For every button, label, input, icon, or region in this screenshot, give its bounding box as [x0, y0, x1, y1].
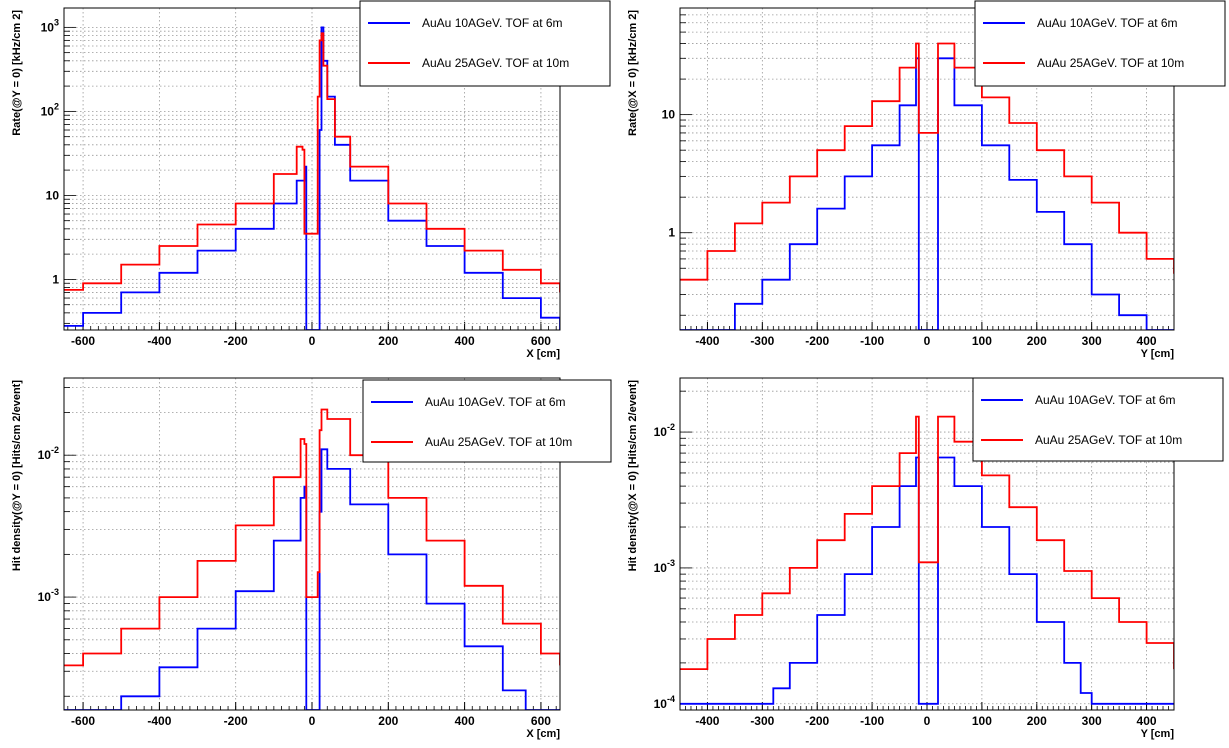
y-tick-label: 10-2 [654, 422, 675, 439]
series-line-auau-10agev [680, 456, 1174, 705]
x-tick-label: 0 [309, 334, 316, 348]
x-tick-label: 200 [1027, 714, 1047, 728]
x-tick-label: -100 [860, 714, 884, 728]
y-tick-label: 10-4 [654, 694, 675, 711]
legend-entry: AuAu 25AGeV. TOF at 10m [425, 435, 572, 449]
x-tick-label: 100 [972, 334, 992, 348]
plot-frame [679, 377, 1175, 711]
x-tick-label: -200 [805, 334, 829, 348]
x-tick-label: 100 [972, 714, 992, 728]
x-tick-label: 0 [309, 714, 316, 728]
chart-panel-bottom-left: -600 -400 -200 0 200 400 600 10-3 10-2 X [cm] Hit … [11, 377, 612, 740]
series-line-auau-10agev [680, 57, 1174, 330]
series-line-auau-25agev [680, 415, 1174, 670]
x-tick-label: -100 [860, 334, 884, 348]
x-tick-label: 200 [378, 714, 398, 728]
series-line-auau-10agev [64, 448, 560, 710]
x-tick-label: -300 [750, 334, 774, 348]
x-axis-title: Y [cm] [1141, 728, 1175, 740]
legend-box [972, 377, 1224, 462]
y-tick-label: 1 [668, 226, 675, 240]
x-tick-label: -400 [695, 714, 719, 728]
x-tick-label: -200 [224, 334, 248, 348]
y-tick-label: 10-2 [38, 445, 59, 462]
x-axis-title: Y [cm] [1141, 348, 1175, 360]
x-tick-label: 400 [1137, 334, 1157, 348]
y-axis-title: Hit density(@Y = 0) [Hits/cm 2/event] [11, 380, 23, 571]
x-tick-label: -200 [805, 714, 829, 728]
legend-entry: AuAu 10AGeV. TOF at 6m [1037, 16, 1178, 30]
y-tick-label: 102 [41, 101, 59, 118]
legend-entry: AuAu 25AGeV. TOF at 10m [422, 56, 569, 70]
x-tick-label: 400 [1137, 714, 1157, 728]
series-line-auau-25agev [680, 42, 1174, 281]
x-tick-label: 400 [455, 714, 475, 728]
legend-entry: AuAu 10AGeV. TOF at 6m [1035, 393, 1176, 407]
chart-panel-top-right: -400 -300 -200 -100 0 100 200 300 400 1 10 Y [cm] Ra… [627, 0, 1226, 360]
legend-entry: AuAu 10AGeV. TOF at 6m [422, 16, 563, 30]
x-axis-title: X [cm] [526, 348, 560, 360]
legend-entry: AuAu 10AGeV. TOF at 6m [425, 395, 566, 409]
plot-frame [63, 7, 561, 331]
legend-box [359, 0, 611, 87]
series-line-auau-10agev [64, 26, 560, 330]
legend-box [362, 379, 612, 463]
legend: AuAu 10AGeV. TOF at 6m AuAu 25AGeV. TOF a… [362, 379, 612, 463]
x-tick-label: 0 [924, 334, 931, 348]
y-tick-label: 1 [52, 272, 59, 286]
x-tick-label: -400 [695, 334, 719, 348]
legend-entry: AuAu 25AGeV. TOF at 10m [1035, 433, 1182, 447]
plot-frame [679, 7, 1175, 331]
legend: AuAu 10AGeV. TOF at 6m AuAu 25AGeV. TOF a… [972, 377, 1224, 462]
x-tick-label: 200 [378, 334, 398, 348]
legend-box [974, 0, 1226, 87]
y-tick-label: 10-3 [38, 587, 59, 604]
x-tick-label: -300 [750, 714, 774, 728]
x-tick-label: 200 [1027, 334, 1047, 348]
x-tick-label: 300 [1082, 334, 1102, 348]
chart-panel-bottom-right: -400 -300 -200 -100 0 100 200 300 400 10-4 10-3 10-… [627, 377, 1224, 740]
plot-frame [63, 377, 561, 711]
x-tick-label: 0 [924, 714, 931, 728]
y-axis-title: Hit density(@X = 0) [Hits/cm 2/event] [627, 380, 639, 572]
x-tick-label: 300 [1082, 714, 1102, 728]
series-line-auau-25agev [64, 408, 560, 667]
x-tick-label: -400 [147, 334, 171, 348]
y-tick-label: 103 [41, 17, 59, 34]
chart-panel-top-left: -600 -400 -200 0 200 400 600 1 10 102 103 X [cm] Rat… [11, 0, 611, 360]
x-tick-label: -400 [147, 714, 171, 728]
legend-entry: AuAu 25AGeV. TOF at 10m [1037, 56, 1184, 70]
y-tick-label: 10 [46, 188, 60, 202]
x-tick-label: -600 [71, 714, 95, 728]
legend: AuAu 10AGeV. TOF at 6m AuAu 25AGeV. TOF a… [359, 0, 611, 87]
y-axis-title: Rate(@Y = 0) [kHz/cm 2] [11, 10, 23, 136]
x-axis-title: X [cm] [526, 728, 560, 740]
x-tick-label: 600 [531, 334, 551, 348]
y-axis-title: Rate(@X = 0) [kHz/cm 2] [627, 10, 639, 136]
x-tick-label: 400 [455, 334, 475, 348]
legend: AuAu 10AGeV. TOF at 6m AuAu 25AGeV. TOF a… [974, 0, 1226, 87]
x-tick-label: -600 [71, 334, 95, 348]
y-tick-label: 10-3 [654, 558, 675, 575]
x-tick-label: 600 [531, 714, 551, 728]
y-tick-label: 10 [662, 108, 676, 122]
x-tick-label: -200 [224, 714, 248, 728]
series-line-auau-25agev [64, 32, 560, 293]
